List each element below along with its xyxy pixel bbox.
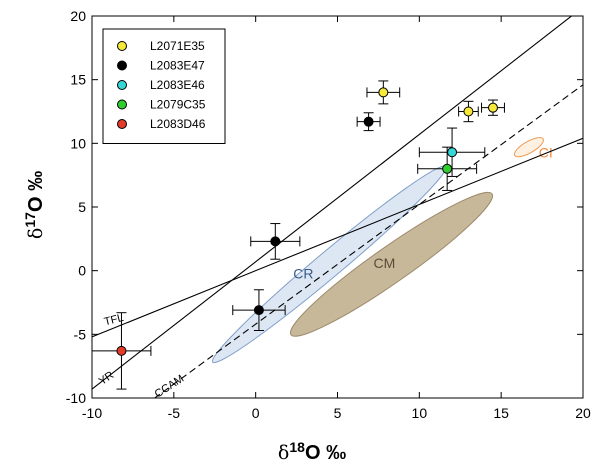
region-ci-label: CI [539,144,553,160]
reference-lines-layer [92,16,583,398]
point-marker [363,116,374,127]
point-marker [270,236,281,247]
x-tick-label: 15 [493,405,509,421]
y-axis-title: δ17O ‰ [22,171,47,239]
x-tick-label: 20 [575,405,591,421]
data-points-layer [91,80,505,390]
legend-marker-l2079c35 [117,99,127,110]
legend-label-l2083e46: L2083E46 [150,78,205,92]
y-tick-label: 5 [78,199,86,215]
legend-label-l2071e35: L2071E35 [150,39,205,53]
point-marker [253,305,264,316]
y-tick-label: 10 [70,135,86,151]
regions-layer: CR CM CI [211,137,553,364]
region-ci-ellipse [514,137,544,158]
point-marker [463,106,474,117]
axis-ticks-layer: -10 -5 0 5 10 15 20 -10 -5 0 5 10 15 20 [66,8,591,421]
data-point-l2083e47-2 [250,223,301,260]
x-tick-label: -10 [82,405,102,421]
line-tfl [92,137,583,338]
y-tick-label: 15 [70,72,86,88]
legend-marker-l2083e46 [117,80,127,90]
point-marker [378,87,389,98]
data-point-l2083e47-3 [232,289,286,332]
legend-label-l2083d46: L2083D46 [150,117,206,131]
legend: L2071E35 L2083E47 L2083E46 L2079C35 L2083D46 [102,28,226,144]
region-cm-ellipse [289,191,494,337]
legend-marker-l2083e47 [117,60,127,71]
data-point-l2071e35-1 [366,80,401,105]
point-marker [116,345,127,356]
legend-marker-l2083d46 [117,119,127,129]
line-yr [92,16,573,390]
data-point-l2083e47-1 [356,112,381,132]
y-tick-label: 20 [70,8,86,24]
line-ccam-label: CCAM [153,373,187,401]
x-tick-label: 5 [334,405,342,421]
line-tfl-label: TFL [103,312,125,328]
y-tick-label: -5 [74,326,87,342]
line-ccam [153,84,583,398]
x-tick-label: 10 [412,405,428,421]
point-marker [447,147,458,158]
data-point-l2079c35-1 [417,146,478,191]
x-tick-label: 0 [252,405,260,421]
legend-label-l2079c35: L2079C35 [150,98,206,112]
y-tick-label: 0 [78,263,86,279]
data-point-l2071e35-2 [458,100,479,123]
region-cm-label: CM [374,255,396,271]
region-cr-label: CR [293,265,313,281]
x-axis-title: δ18O ‰ [278,439,346,464]
legend-marker-l2071e35 [117,41,127,51]
point-marker [442,163,453,174]
x-tick-label: -5 [168,405,181,421]
point-marker [487,102,498,113]
legend-label-l2083e47: L2083E47 [150,59,205,73]
data-point-l2071e35-3 [481,99,505,116]
y-tick-label: -10 [66,390,86,406]
